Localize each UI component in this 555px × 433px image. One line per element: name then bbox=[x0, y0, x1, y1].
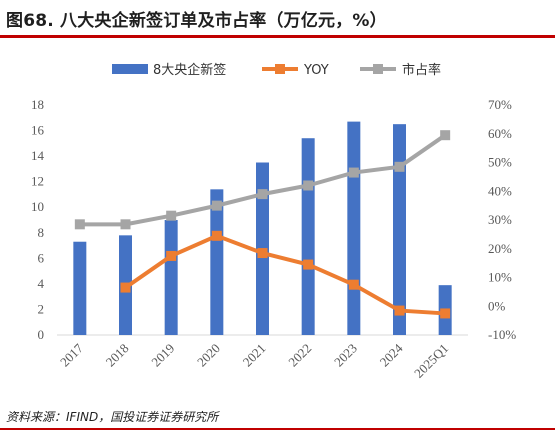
bar bbox=[210, 189, 224, 335]
bar bbox=[393, 124, 406, 336]
source-note: 资料来源：IFIND，国投证券证券研究所 bbox=[6, 410, 219, 424]
y-left-tick-label: 8 bbox=[38, 225, 45, 240]
y-right-tick-label: 50% bbox=[488, 155, 512, 170]
share-point bbox=[166, 210, 177, 221]
share-point bbox=[120, 219, 131, 230]
y-right-tick-label: 70% bbox=[488, 97, 512, 112]
share-point bbox=[74, 219, 85, 230]
yoy-point bbox=[303, 259, 314, 270]
y-left-tick-label: 10 bbox=[31, 199, 44, 214]
legend-label: 市占率 bbox=[402, 62, 441, 78]
y-right-tick-label: 10% bbox=[488, 270, 512, 285]
bar bbox=[164, 220, 178, 335]
share-point bbox=[394, 161, 405, 172]
y-right-tick-label: 20% bbox=[488, 241, 512, 256]
legend-label: 8大央企新签 bbox=[153, 62, 226, 78]
y-left-tick-label: 18 bbox=[31, 97, 44, 112]
yoy-point bbox=[166, 250, 177, 261]
y-left-tick-label: 6 bbox=[38, 250, 45, 265]
y-left-tick-label: 16 bbox=[31, 123, 45, 138]
y-left-tick-label: 14 bbox=[31, 148, 45, 163]
legend-marker-share bbox=[373, 64, 383, 74]
y-left-tick-label: 0 bbox=[38, 327, 45, 342]
y-right-tick-label: 30% bbox=[488, 212, 512, 227]
share-point bbox=[440, 130, 451, 141]
legend-swatch-bar bbox=[112, 64, 148, 74]
x-tick-label: 2021 bbox=[240, 341, 269, 370]
x-tick-label: 2022 bbox=[285, 341, 314, 370]
y-right-tick-label: 0% bbox=[488, 298, 506, 313]
bar bbox=[73, 241, 87, 335]
yoy-point bbox=[348, 279, 359, 290]
x-tick-label: 2019 bbox=[148, 341, 177, 370]
line-series bbox=[74, 130, 451, 319]
y-right-tick-label: 60% bbox=[488, 126, 512, 141]
y-left-tick-label: 4 bbox=[38, 276, 45, 291]
x-tick-label: 2017 bbox=[57, 340, 86, 369]
x-tick-label: 2020 bbox=[194, 341, 223, 370]
y-right-tick-label: 40% bbox=[488, 183, 512, 198]
share-point bbox=[211, 200, 222, 211]
axes: 0 2 4 6 8 10 12 14 16 18 -10% 0% 10% 20% 30% 40% 50% 60% 7… bbox=[31, 97, 516, 381]
bottom-divider bbox=[0, 428, 555, 430]
chart-title: 图68. 八大央企新签订单及市占率（万亿元，%） bbox=[6, 11, 387, 31]
x-tick-label: 2024 bbox=[377, 340, 406, 369]
yoy-point bbox=[120, 282, 131, 293]
legend-label: YOY bbox=[303, 63, 329, 78]
share-point bbox=[348, 167, 359, 178]
y-left-tick-label: 2 bbox=[38, 301, 45, 316]
yoy-point bbox=[211, 230, 222, 241]
yoy-point bbox=[440, 308, 451, 319]
x-tick-label: 2025Q1 bbox=[411, 341, 451, 381]
y-right-tick-label: -10% bbox=[488, 327, 516, 342]
yoy-line bbox=[124, 233, 446, 316]
yoy-point bbox=[394, 305, 405, 316]
yoy-point bbox=[257, 248, 268, 259]
chart: 8大央企新签 YOY 市占率 0 2 4 6 8 10 12 14 16 18 -10% 0% 10% 20%… bbox=[31, 62, 516, 381]
bar bbox=[347, 121, 361, 335]
share-point bbox=[303, 180, 314, 191]
y-left-tick-label: 12 bbox=[31, 174, 44, 189]
x-tick-label: 2018 bbox=[103, 341, 132, 370]
x-tick-label: 2023 bbox=[331, 341, 360, 370]
bar bbox=[301, 138, 315, 335]
share-point bbox=[257, 189, 268, 200]
legend: 8大央企新签 YOY 市占率 bbox=[112, 62, 441, 78]
title-divider bbox=[0, 35, 555, 38]
legend-marker-yoy bbox=[275, 64, 285, 74]
